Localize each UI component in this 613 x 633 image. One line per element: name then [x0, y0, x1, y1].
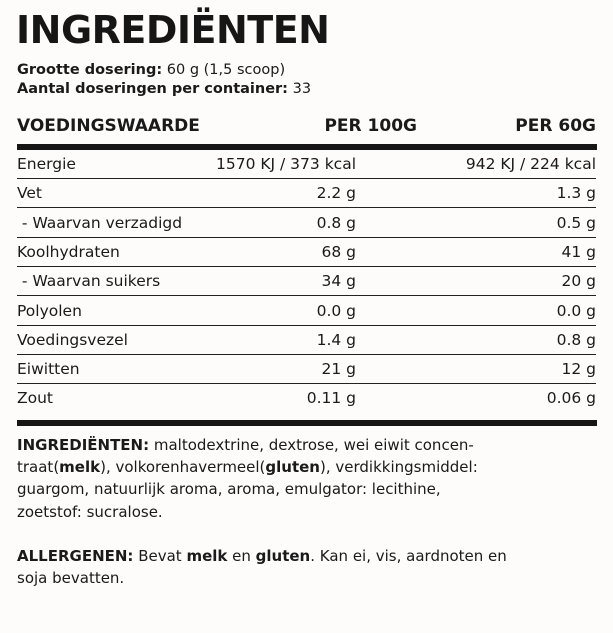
nutrient-name: Voedingsvezel — [17, 330, 128, 349]
page-title: INGREDIËNTEN — [16, 8, 330, 52]
ingredients-line: INGREDIËNTEN: maltodextrine, dextrose, w… — [17, 434, 474, 456]
value-per-60g: 1.3 g — [556, 184, 596, 203]
table-row: Zout 0.11 g 0.06 g — [17, 384, 596, 413]
nutrient-name: Vet — [17, 184, 43, 203]
allergen-bold: gluten — [265, 458, 320, 476]
value-per-100g: 34 g — [321, 272, 357, 291]
allergens-text-part: Bevat — [133, 547, 187, 565]
ingredients-line: traat(melk), volkorenhavermeel(gluten), … — [17, 456, 478, 478]
table-row: Eiwitten 21 g 12 g — [17, 355, 597, 385]
table-row: Voedingsvezel 1.4 g 0.8 g — [17, 326, 596, 355]
value-per-100g: 1570 KJ / 373 kcal — [216, 155, 356, 173]
ingredients-label: INGREDIËNTEN: — [17, 436, 150, 454]
table-top-rule — [17, 144, 597, 150]
value-per-100g: 68 g — [321, 242, 357, 261]
serving-size: Grootte dosering: 60 g (1,5 scoop) — [17, 62, 285, 78]
value-per-60g: 0.0 g — [556, 301, 596, 320]
allergens-line: soja bevatten. — [17, 569, 125, 587]
table-row: Polyolen 0.0 g 0.0 g — [17, 297, 596, 326]
allergen-bold: melk — [59, 458, 101, 476]
table-row: Energie 1570 KJ / 373 kcal 942 KJ / 224 kc… — [17, 150, 596, 179]
ingredients-text-part: ), verdikkingsmiddel: — [320, 458, 478, 476]
allergens-text-part: . Kan ei, vis, aardnoten en — [310, 547, 507, 565]
value-per-60g: 20 g — [561, 272, 597, 291]
ingredients-text-part: ), volkorenhavermeel( — [100, 458, 266, 476]
allergens-text-part: en — [227, 547, 256, 565]
table-row: - Waarvan verzadigd 0.8 g 0.5 g — [17, 209, 596, 238]
table-row: Vet 2.2 g 1.3 g — [17, 179, 596, 209]
servings-count-label: Aantal doseringen per container: — [17, 81, 288, 97]
table-row: Koolhydraten 68 g 41 g — [17, 238, 596, 267]
header-per-100g: PER 100G — [324, 116, 417, 136]
ingredients-line: zoetstof: sucralose. — [17, 503, 163, 521]
allergen-bold: gluten — [255, 547, 311, 565]
table-row: - Waarvan suikers 34 g 20 g — [17, 267, 597, 297]
value-per-60g: 12 g — [561, 360, 597, 379]
nutrient-name: Koolhydraten — [17, 242, 120, 261]
header-nutrient: VOEDINGSWAARDE — [17, 116, 200, 136]
value-per-60g: 0.06 g — [546, 389, 596, 408]
value-per-100g: 1.4 g — [316, 330, 356, 349]
ingredients-text-part: traat( — [17, 458, 60, 476]
nutrient-name: Polyolen — [17, 301, 82, 320]
nutrient-name: Zout — [17, 389, 54, 408]
nutrient-name: Energie — [17, 155, 76, 173]
ingredients-text-part: maltodextrine, dextrose, wei eiwit conce… — [149, 436, 474, 454]
nutrient-name: Eiwitten — [17, 360, 80, 379]
value-per-60g: 0.5 g — [556, 213, 596, 232]
servings-per-container: Aantal doseringen per container: 33 — [17, 81, 311, 97]
servings-count-value: 33 — [287, 81, 312, 97]
value-per-60g: 942 KJ / 224 kcal — [465, 155, 596, 173]
value-per-100g: 2.2 g — [316, 184, 356, 203]
table-bottom-rule — [17, 420, 597, 426]
value-per-100g: 0.0 g — [316, 301, 356, 320]
value-per-60g: 0.8 g — [556, 330, 596, 349]
table-header: VOEDINGSWAARDE PER 100G PER 60G — [17, 116, 596, 138]
nutrient-name: - Waarvan verzadigd — [17, 213, 183, 232]
value-per-100g: 0.11 g — [306, 389, 356, 408]
nutrient-name: - Waarvan suikers — [17, 272, 161, 291]
value-per-100g: 0.8 g — [316, 213, 356, 232]
allergens-label: ALLERGENEN: — [17, 547, 134, 565]
allergen-bold: melk — [186, 547, 228, 565]
ingredients-line: guargom, natuurlijk aroma, aroma, emulga… — [17, 480, 441, 498]
value-per-100g: 21 g — [321, 360, 357, 379]
serving-size-label: Grootte dosering: — [17, 62, 163, 78]
serving-size-value: 60 g (1,5 scoop) — [162, 62, 286, 78]
header-per-60g: PER 60G — [515, 116, 596, 136]
value-per-60g: 41 g — [561, 242, 597, 261]
allergens-line: ALLERGENEN: Bevat melk en gluten. Kan ei… — [17, 545, 507, 567]
